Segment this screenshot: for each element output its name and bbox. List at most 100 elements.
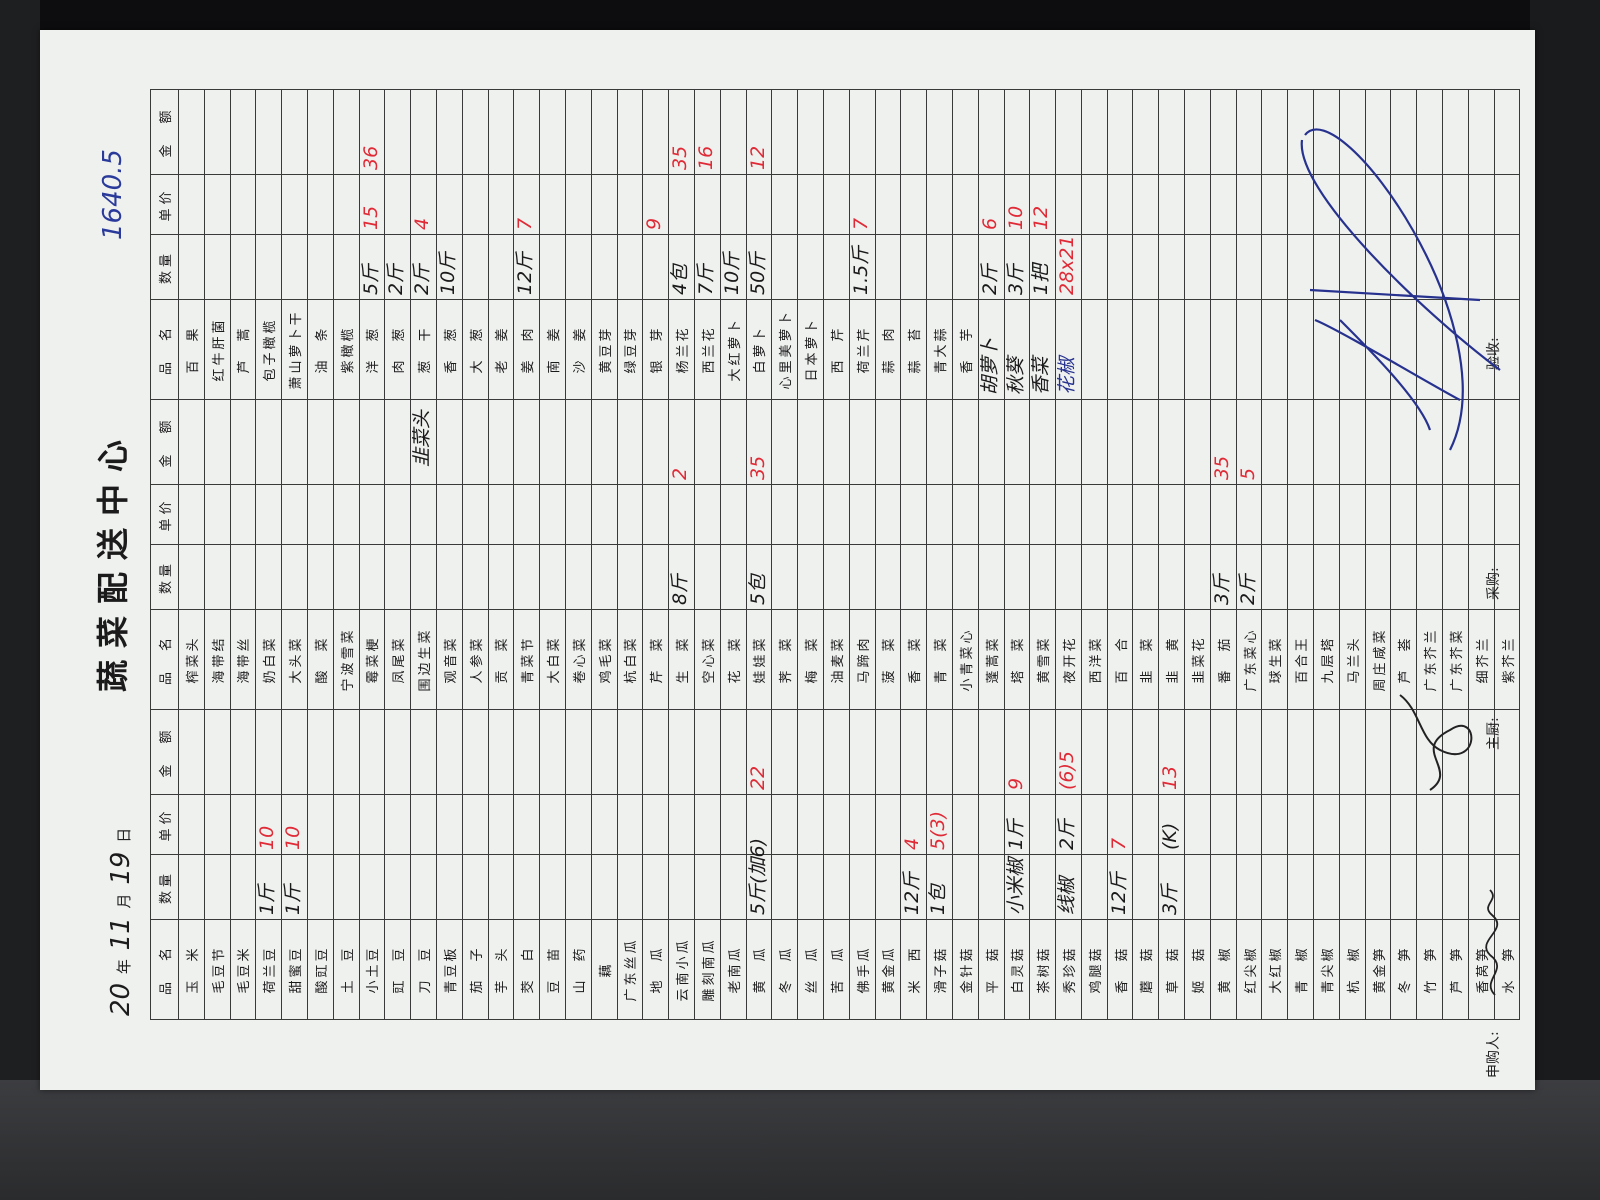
- item-qty-cell: [1261, 854, 1288, 920]
- item-amount-cell: 35: [1210, 399, 1237, 485]
- item-name: 地 瓜: [650, 945, 666, 994]
- item-name: 佛手瓜: [856, 945, 872, 994]
- item-qty-cell: [539, 544, 566, 610]
- item-qty-cell: 10斤: [436, 234, 463, 300]
- item-amount-cell: [1184, 399, 1211, 485]
- item-price-cell: [1416, 174, 1443, 235]
- item-amount-cell: [875, 399, 901, 485]
- table-row: 老南瓜 花 菜 大红萝卜 10斤: [720, 89, 747, 1020]
- item-amount-cell: 12: [746, 89, 772, 175]
- item-amount-cell: [1416, 399, 1443, 485]
- item-name: 丝 瓜: [805, 945, 821, 994]
- item-name-cell: 土 豆: [333, 919, 360, 1020]
- item-name-cell: 马蹄肉: [849, 609, 876, 710]
- item-price-cell: [1029, 794, 1056, 855]
- item-price-cell: [591, 484, 618, 545]
- item-price-cell: [1313, 484, 1340, 545]
- item-name-cell: 蒜 苔: [900, 299, 927, 400]
- item-name-cell: 百 果: [178, 299, 205, 400]
- table-row: 广东丝瓜 杭白菜 绿豆芽: [617, 89, 643, 1020]
- item-name-cell: 毛豆节: [204, 919, 231, 1020]
- item-name: 冬 笋: [1398, 945, 1414, 994]
- item-name-cell: 梅 菜: [797, 609, 824, 710]
- item-qty-cell: [823, 544, 850, 610]
- item-name-cell: [1184, 299, 1211, 400]
- item-name: 黄 瓜: [753, 945, 769, 994]
- handwritten-amount: 13: [1159, 765, 1182, 790]
- item-amount-cell: 16: [694, 89, 721, 175]
- item-name-cell: 沙 姜: [565, 299, 592, 400]
- item-amount-cell: 2: [668, 399, 695, 485]
- item-name-cell: 卷心菜: [565, 609, 592, 710]
- item-amount-cell: [771, 709, 798, 795]
- item-qty-cell: [333, 854, 360, 920]
- item-price-cell: [1236, 794, 1262, 855]
- item-qty-cell: [178, 544, 205, 610]
- item-amount-cell: [1158, 399, 1185, 485]
- table-row: 甜蜜豆 1斤 10 大头菜 萧山萝卜干: [281, 89, 308, 1020]
- item-price-cell: [1132, 484, 1159, 545]
- item-name-cell: 青 椒: [1287, 919, 1314, 1020]
- item-qty-cell: [565, 544, 592, 610]
- item-price-cell: 1斤: [1004, 794, 1030, 855]
- item-name-cell: [1158, 299, 1185, 400]
- item-amount-cell: [1107, 89, 1133, 175]
- handwritten-name-note: 韭菜头: [411, 409, 434, 467]
- table-row: 豇 豆 凤尾菜 肉 葱 2斤: [384, 89, 411, 1020]
- item-amount-cell: [1236, 89, 1262, 175]
- item-name-cell: 雕刻南瓜: [694, 919, 721, 1020]
- desk-background-right: [1530, 0, 1600, 1200]
- item-qty-cell: 5斤: [359, 234, 385, 300]
- header-amount: 金 额: [150, 709, 179, 795]
- item-amount-cell: [565, 399, 592, 485]
- item-qty-cell: [771, 544, 798, 610]
- item-name-cell: 平 菇: [978, 919, 1004, 1020]
- item-name-cell: 冬 瓜: [771, 919, 798, 1020]
- item-name-cell: 韭 黄: [1158, 609, 1185, 710]
- table-row: 荷兰豆 1斤 10 奶白菜 包子橄榄: [255, 89, 282, 1020]
- item-amount-cell: [668, 709, 695, 795]
- handwritten-price: 5(3): [927, 810, 950, 850]
- item-name: 刀 豆: [418, 945, 434, 994]
- item-amount-cell: [1339, 89, 1366, 175]
- item-name-cell: 山 药: [565, 919, 592, 1020]
- item-amount-cell: [617, 399, 643, 485]
- item-qty-cell: [1287, 854, 1314, 920]
- table-row: 大红椒 球生菜: [1261, 89, 1288, 1020]
- item-name-cell: 玉 米: [178, 919, 205, 1020]
- item-qty-cell: [1390, 234, 1417, 300]
- item-name-cell: 大头菜: [281, 609, 308, 710]
- item-price-cell: 7: [1107, 794, 1133, 855]
- item-qty-cell: [617, 544, 643, 610]
- item-amount-cell: [410, 709, 437, 795]
- item-price-cell: [1261, 484, 1288, 545]
- item-price-cell: 10: [281, 794, 308, 855]
- item-qty-cell: [1081, 544, 1108, 610]
- item-name: 芦 笋: [1449, 945, 1465, 994]
- item-qty-cell: [591, 544, 618, 610]
- item-amount-cell: [1365, 89, 1391, 175]
- item-qty-cell: 12斤: [513, 234, 540, 300]
- item-price-cell: [565, 484, 592, 545]
- item-amount-cell: [281, 399, 308, 485]
- table-row: 茶树菇 黄雪菜 香菜 1把 12: [1029, 89, 1056, 1020]
- table-row: 豆 苗大白菜南 姜: [539, 89, 566, 1020]
- item-amount-cell: [255, 399, 282, 485]
- item-name: 马蹄肉: [856, 635, 872, 684]
- item-amount-cell: [823, 399, 850, 485]
- item-amount-cell: [1107, 709, 1133, 795]
- item-amount-cell: [1339, 709, 1366, 795]
- item-name: 秀珍菇: [1062, 945, 1078, 994]
- handwritten-amount: 5: [1236, 467, 1259, 480]
- item-name: 芦 蒿: [237, 325, 253, 374]
- item-price-cell: [771, 484, 798, 545]
- table-row: 鸡腿菇 西洋菜: [1081, 89, 1108, 1020]
- item-name: 云南小瓜: [676, 937, 692, 1002]
- item-price-cell: [668, 174, 695, 235]
- item-amount-cell: [410, 89, 437, 175]
- handwritten-price: 7: [1107, 837, 1130, 850]
- handwritten-qty: 4包: [669, 263, 692, 295]
- item-amount-cell: [1339, 399, 1366, 485]
- table-row: 毛豆节 海带结 红牛肝菌: [204, 89, 231, 1020]
- item-qty-cell: [1287, 544, 1314, 610]
